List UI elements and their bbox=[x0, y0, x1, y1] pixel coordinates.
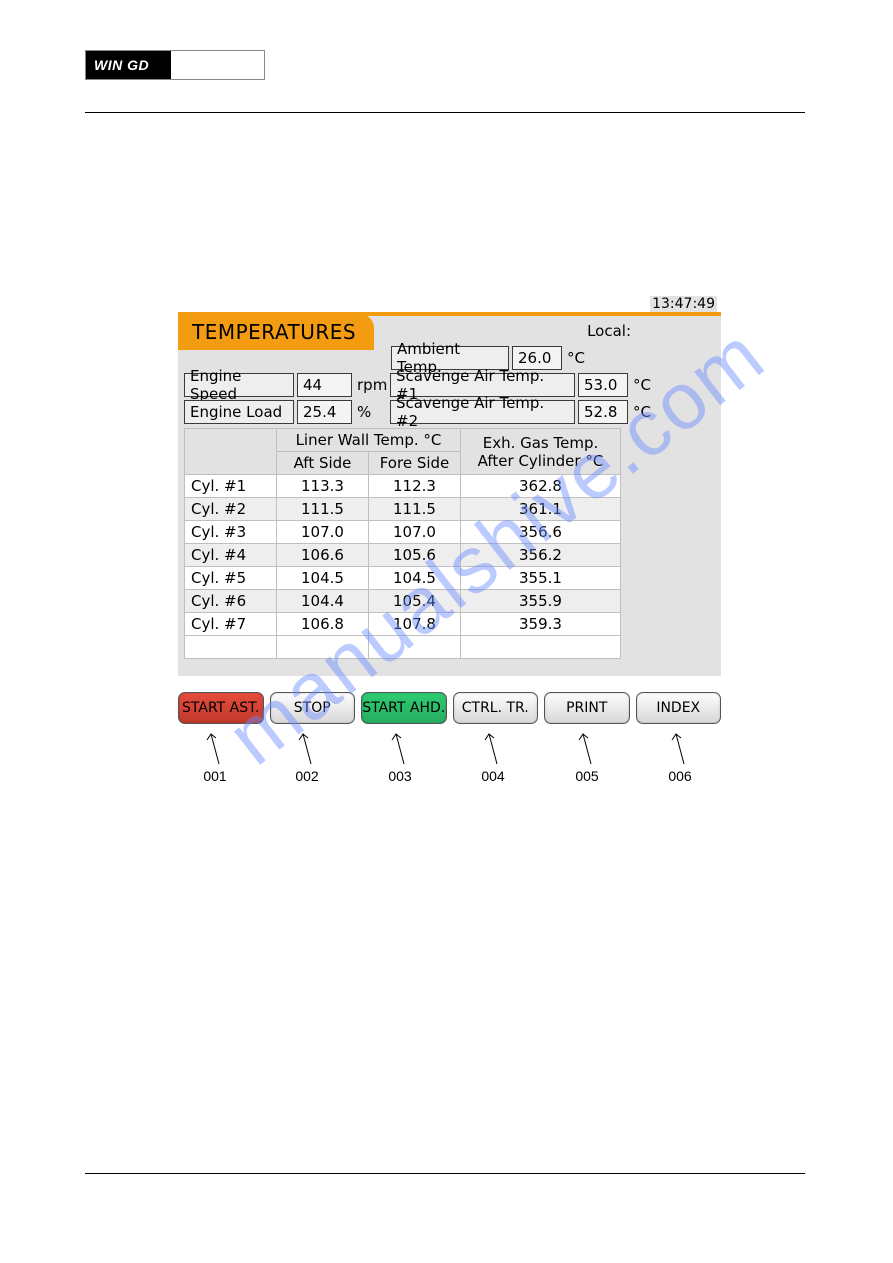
arrow-icon bbox=[297, 730, 317, 766]
table-row: Cyl. #1113.3112.3362.8 bbox=[185, 475, 621, 498]
arrow-icon bbox=[577, 730, 597, 766]
engine-load-unit: % bbox=[355, 403, 387, 421]
liner-group-header: Liner Wall Temp. °C bbox=[277, 429, 461, 452]
table-row: Cyl. #4106.6105.6356.2 bbox=[185, 544, 621, 567]
fore-value: 107.8 bbox=[369, 613, 461, 636]
logo: WIN GD bbox=[86, 51, 171, 79]
scav1-unit: °C bbox=[631, 376, 651, 394]
fore-value: 107.0 bbox=[369, 521, 461, 544]
clock: 13:47:49 bbox=[650, 296, 717, 312]
callout-001: 001 bbox=[200, 730, 230, 784]
table-corner bbox=[185, 429, 277, 475]
aft-value: 106.8 bbox=[277, 613, 369, 636]
temperature-table: Liner Wall Temp. °C Exh. Gas Temp. After… bbox=[184, 428, 621, 659]
callout-006: 006 bbox=[665, 730, 695, 784]
index-button[interactable]: INDEX bbox=[636, 692, 722, 724]
ambient-temp-unit: °C bbox=[565, 349, 585, 367]
print-button[interactable]: PRINT bbox=[544, 692, 630, 724]
scav2-unit: °C bbox=[631, 403, 651, 421]
exh-value: 356.6 bbox=[461, 521, 621, 544]
aft-value: 104.5 bbox=[277, 567, 369, 590]
table-row: Cyl. #6104.4105.4355.9 bbox=[185, 590, 621, 613]
temperature-table-body: Cyl. #1113.3112.3362.8Cyl. #2111.5111.53… bbox=[185, 475, 621, 659]
exh-value: 356.2 bbox=[461, 544, 621, 567]
exh-value: 359.3 bbox=[461, 613, 621, 636]
callout-number: 003 bbox=[388, 768, 411, 784]
arrow-icon bbox=[390, 730, 410, 766]
engine-speed-label: Engine Speed bbox=[184, 373, 294, 397]
callout-number: 004 bbox=[481, 768, 504, 784]
exh-value: 361.1 bbox=[461, 498, 621, 521]
cyl-label: Cyl. #2 bbox=[185, 498, 277, 521]
cyl-label: Cyl. #1 bbox=[185, 475, 277, 498]
screen-title-tab: TEMPERATURES bbox=[178, 314, 374, 350]
scav2-value: 52.8 bbox=[578, 400, 628, 424]
callout-number: 005 bbox=[575, 768, 598, 784]
arrow-icon bbox=[670, 730, 690, 766]
stop-button[interactable]: STOP bbox=[270, 692, 356, 724]
callout-number: 006 bbox=[668, 768, 691, 784]
col-aft-header: Aft Side bbox=[277, 452, 369, 475]
arrow-icon bbox=[205, 730, 225, 766]
fore-value: 105.4 bbox=[369, 590, 461, 613]
cyl-label: Cyl. #5 bbox=[185, 567, 277, 590]
fore-value: 112.3 bbox=[369, 475, 461, 498]
callout-number: 001 bbox=[203, 768, 226, 784]
aft-value: 111.5 bbox=[277, 498, 369, 521]
aft-value: 113.3 bbox=[277, 475, 369, 498]
exh-value: 355.1 bbox=[461, 567, 621, 590]
cyl-label: Cyl. #6 bbox=[185, 590, 277, 613]
engine-speed-unit: rpm bbox=[355, 376, 387, 394]
ctrl-tr-button[interactable]: CTRL. TR. bbox=[453, 692, 539, 724]
exh-group-header: Exh. Gas Temp. After Cylinder °C bbox=[461, 429, 621, 475]
cyl-label: Cyl. #3 bbox=[185, 521, 277, 544]
cyl-label: Cyl. #7 bbox=[185, 613, 277, 636]
aft-value: 107.0 bbox=[277, 521, 369, 544]
header-rule bbox=[85, 112, 805, 113]
start-ahd-button[interactable]: START AHD. bbox=[361, 692, 447, 724]
aft-value: 106.6 bbox=[277, 544, 369, 567]
fore-value: 111.5 bbox=[369, 498, 461, 521]
start-ast-button[interactable]: START AST. bbox=[178, 692, 264, 724]
table-row: Cyl. #5104.5104.5355.1 bbox=[185, 567, 621, 590]
fore-value: 105.6 bbox=[369, 544, 461, 567]
engine-speed-value: 44 bbox=[297, 373, 352, 397]
arrow-icon bbox=[483, 730, 503, 766]
callout-004: 004 bbox=[478, 730, 508, 784]
scav2-label: Scavenge Air Temp. #2 bbox=[390, 400, 575, 424]
table-row: Cyl. #7106.8107.8359.3 bbox=[185, 613, 621, 636]
aft-value: 104.4 bbox=[277, 590, 369, 613]
hmi-screen: 13:47:49 TEMPERATURES Local: Ambient Tem… bbox=[178, 312, 721, 676]
exh-value: 355.9 bbox=[461, 590, 621, 613]
callout-number: 002 bbox=[295, 768, 318, 784]
local-label: Local: bbox=[587, 322, 631, 340]
doc-header: WIN GD bbox=[85, 50, 265, 80]
button-bar: START AST.STOPSTART AHD.CTRL. TR.PRINTIN… bbox=[178, 692, 721, 724]
exh-value: 362.8 bbox=[461, 475, 621, 498]
callout-005: 005 bbox=[572, 730, 602, 784]
fore-value: 104.5 bbox=[369, 567, 461, 590]
table-row: Cyl. #3107.0107.0356.6 bbox=[185, 521, 621, 544]
table-row: Cyl. #2111.5111.5361.1 bbox=[185, 498, 621, 521]
cyl-label: Cyl. #4 bbox=[185, 544, 277, 567]
callout-002: 002 bbox=[292, 730, 322, 784]
col-fore-header: Fore Side bbox=[369, 452, 461, 475]
engine-load-value: 25.4 bbox=[297, 400, 352, 424]
scav1-value: 53.0 bbox=[578, 373, 628, 397]
callout-003: 003 bbox=[385, 730, 415, 784]
footer-rule bbox=[85, 1173, 805, 1174]
field-row-3: Engine Load 25.4 % Scavenge Air Temp. #2… bbox=[184, 400, 651, 424]
engine-load-label: Engine Load bbox=[184, 400, 294, 424]
table-row bbox=[185, 636, 621, 659]
